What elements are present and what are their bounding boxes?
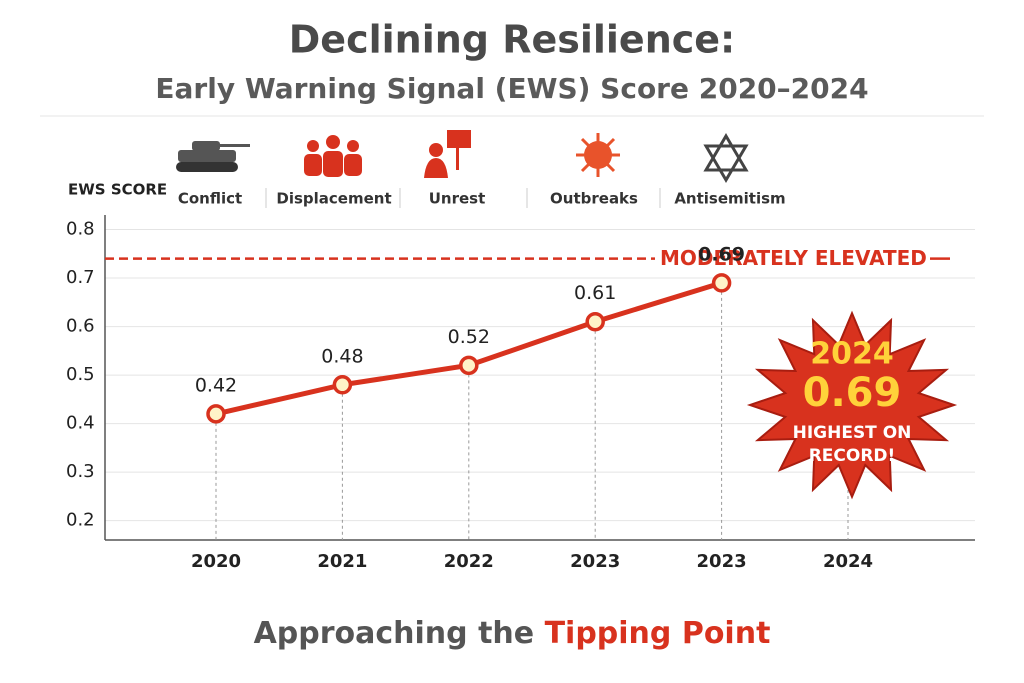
- y-tick-label: 0.3: [66, 461, 95, 482]
- callout-text: HIGHEST ON: [793, 423, 912, 443]
- virus-icon: [576, 133, 620, 177]
- data-point: [332, 375, 353, 395]
- data-point: [711, 273, 732, 293]
- data-label: 0.52: [448, 326, 490, 348]
- callout-text: 2024: [810, 337, 894, 372]
- callout-text: 0.69: [803, 370, 902, 416]
- x-tick-label: 2021: [317, 551, 367, 572]
- callout-burst: [746, 310, 958, 500]
- legend-label: Unrest: [429, 190, 486, 208]
- legend-separators: [265, 188, 661, 208]
- protest-icon: [424, 130, 471, 178]
- y-axis-label: EWS SCORE: [68, 181, 167, 199]
- data-label: 0.42: [195, 374, 237, 396]
- x-tick-label: 2024: [823, 551, 873, 572]
- star-icon: [703, 133, 749, 183]
- data-label: 0.69: [698, 243, 745, 265]
- tank-icon: [176, 141, 250, 172]
- chart-title: Declining Resilience:: [289, 18, 736, 62]
- legend-label: Conflict: [178, 190, 242, 208]
- y-tick-label: 0.7: [66, 267, 95, 288]
- data-label: 0.48: [321, 345, 363, 367]
- y-tick-label: 0.4: [66, 413, 95, 434]
- data-point: [459, 355, 479, 376]
- data-label: 0.61: [574, 282, 616, 304]
- data-point: [206, 404, 226, 424]
- x-tick-label: 2023: [570, 551, 620, 572]
- y-tick-label: 0.8: [66, 219, 95, 240]
- footer: Approaching the Tipping Point: [254, 616, 771, 651]
- threshold-label: MODERATELY ELEVATED: [660, 246, 927, 270]
- x-tick-label: 2022: [444, 551, 494, 572]
- y-tick-label: 0.2: [66, 510, 95, 531]
- y-tick-label: 0.5: [66, 364, 95, 385]
- x-tick-label: 2020: [191, 551, 241, 572]
- footer-part: Tipping Point: [545, 616, 771, 651]
- legend-label: Antisemitism: [674, 190, 785, 208]
- legend-label: Displacement: [276, 190, 391, 208]
- y-tick-label: 0.6: [66, 316, 95, 337]
- footer-part: Approaching the: [254, 616, 535, 651]
- legend-label: Outbreaks: [550, 190, 638, 208]
- x-tick-label: 2023: [697, 551, 747, 572]
- callout-text: RECORD!: [809, 446, 896, 466]
- chart-subtitle: Early Warning Signal (EWS) Score 2020–20…: [155, 72, 868, 105]
- data-point: [585, 311, 605, 332]
- people-icon: [304, 135, 362, 177]
